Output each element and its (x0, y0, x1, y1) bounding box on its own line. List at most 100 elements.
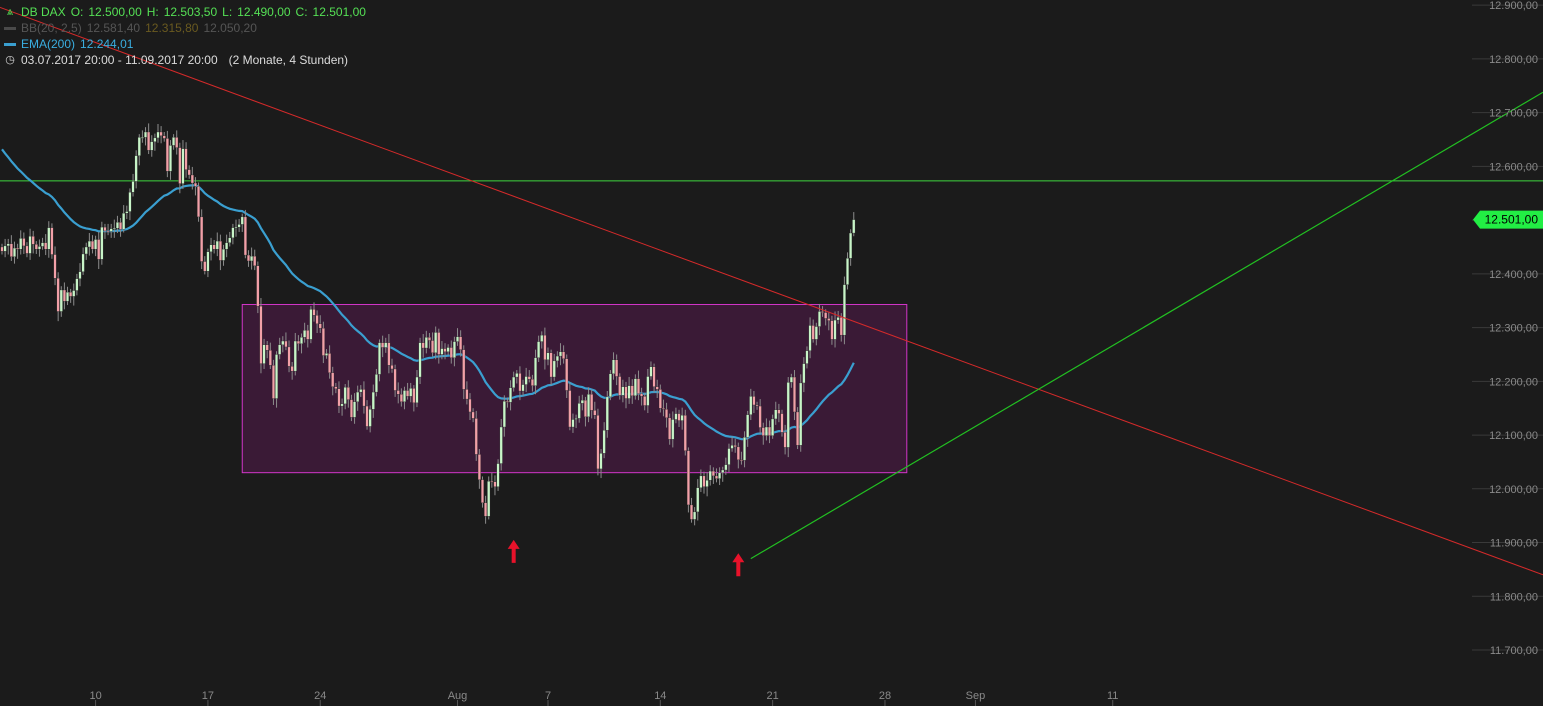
candle-body (134, 155, 138, 182)
candle-body (47, 227, 51, 250)
candle-body (783, 432, 787, 448)
candle-body (755, 404, 759, 407)
candle-body (390, 365, 394, 370)
x-tick-label: Aug (448, 690, 468, 702)
bollinger-swatch (4, 26, 16, 30)
candle-body (665, 409, 669, 419)
candle-body (100, 226, 104, 260)
candle-body (649, 366, 653, 377)
candle-body (421, 342, 425, 349)
candle-body (793, 376, 796, 413)
candle-body (193, 182, 197, 187)
candle-body (774, 409, 778, 420)
candle-body (587, 394, 591, 417)
low-label: L: (222, 5, 233, 19)
candle-body (749, 396, 753, 415)
candle-body (140, 137, 144, 139)
candle-body (381, 342, 385, 348)
candle-body (746, 414, 750, 438)
candle-body (627, 385, 631, 399)
candle-body (637, 378, 640, 394)
candle-body (66, 291, 69, 302)
candle-body (306, 330, 310, 340)
candle-body (334, 386, 338, 390)
candle-body (593, 410, 597, 416)
candle-body (78, 271, 82, 279)
candle-body (512, 376, 516, 388)
candle-body (624, 386, 628, 399)
candle-body (437, 332, 441, 355)
candle-body (328, 353, 332, 373)
candle-body (406, 390, 410, 397)
candle-body (699, 475, 703, 488)
bollinger-name: BB(20, 2.5) (21, 21, 82, 35)
candle-body (824, 312, 828, 319)
candle-body (805, 350, 809, 364)
x-tick-label: Sep (966, 690, 986, 702)
candle-body (633, 378, 637, 396)
candle-body (206, 251, 210, 272)
open-value: 12.500,00 (88, 5, 142, 19)
candle-body (693, 511, 697, 520)
candle-body (237, 224, 241, 228)
candle-body (9, 243, 13, 257)
candle-body (465, 389, 469, 400)
candle-body (705, 480, 709, 487)
candle-body (789, 376, 793, 383)
candle-body (543, 334, 547, 360)
candle-body (365, 405, 369, 427)
candle-body (321, 327, 325, 356)
candle-body (125, 211, 129, 214)
candle-body (459, 336, 463, 350)
candle-body (846, 258, 849, 285)
candle-body (300, 337, 303, 344)
period-range: 03.07.2017 20:00 - 11.09.2017 20:00 (21, 53, 218, 67)
open-label: O: (70, 5, 84, 19)
candle-body (103, 226, 107, 232)
candle-body (752, 396, 756, 406)
candle-body (190, 174, 194, 184)
legend-ema: EMA(200) 12.244,01 (4, 36, 366, 52)
y-tick-label: 12.700,00 (1489, 108, 1538, 120)
candle-body (440, 348, 444, 355)
candle-body (0, 246, 4, 252)
candle-body (621, 386, 625, 396)
candle-body (718, 472, 722, 479)
candle-body (181, 148, 185, 184)
candle-body (530, 379, 534, 386)
candle-body (234, 226, 238, 229)
candle-body (378, 342, 381, 375)
candle-body (34, 244, 38, 250)
candle-body (340, 403, 344, 407)
y-tick-label: 12.800,00 (1489, 54, 1538, 66)
candle-body (122, 212, 126, 230)
candle-body (281, 340, 285, 345)
candle-body (44, 242, 48, 250)
candle-body (218, 240, 222, 261)
candle-body (384, 342, 388, 348)
low-value: 12.490,00 (237, 5, 291, 19)
legend-instrument: ⩓ DB DAX O: 12.500,00 H: 12.503,50 L: 12.49… (4, 4, 366, 20)
axis-ticks: 11.700,00 11.800,00 11.900,00 12.000,00 12.1… (89, 0, 1543, 706)
candle-body (502, 401, 506, 428)
candle-body (683, 415, 687, 451)
candle-body (771, 418, 775, 436)
candle-body (802, 363, 806, 384)
candle-body (287, 346, 291, 367)
candle-body (265, 344, 269, 351)
candle-body (22, 238, 26, 247)
candle-body (275, 354, 279, 399)
candle-body (605, 396, 609, 431)
candle-body (537, 341, 541, 358)
y-tick-label: 12.200,00 (1489, 376, 1538, 388)
candle-body (293, 340, 297, 372)
up-arrow-marker (507, 539, 520, 563)
candle-body (147, 131, 151, 151)
ema-name: EMA(200) (21, 37, 76, 51)
candle-body (583, 399, 587, 417)
candle-body (527, 376, 531, 380)
candle-body (643, 396, 647, 406)
candle-body (115, 222, 119, 229)
candle-body (412, 388, 416, 403)
